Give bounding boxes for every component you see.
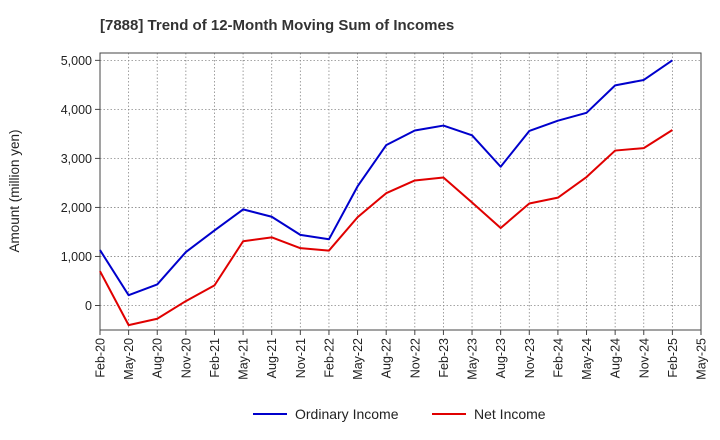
gridlines — [100, 53, 701, 330]
x-tick-label: May-24 — [580, 338, 594, 380]
x-tick-label: Nov-22 — [408, 338, 422, 378]
y-tick-label: 5,000 — [61, 54, 92, 68]
x-tick-label: May-20 — [122, 338, 136, 380]
x-tick-label: Nov-23 — [523, 338, 537, 378]
x-tick-label: Feb-25 — [666, 338, 680, 378]
y-tick-label: 3,000 — [61, 152, 92, 166]
x-tick-label: Aug-20 — [151, 338, 165, 378]
x-tick-label: Aug-21 — [265, 338, 279, 378]
legend-label: Ordinary Income — [295, 406, 399, 422]
legend: Ordinary Income Net Income — [253, 406, 546, 422]
y-axis-ticks: 0 1,000 2,000 3,000 4,000 5,000 — [61, 54, 100, 313]
y-tick-label: 2,000 — [61, 201, 92, 215]
x-tick-label: Aug-22 — [380, 338, 394, 378]
x-tick-label: May-25 — [695, 338, 709, 380]
x-tick-label: Aug-24 — [609, 338, 623, 378]
x-tick-label: Nov-21 — [294, 338, 308, 378]
x-tick-label: Feb-22 — [322, 338, 336, 378]
chart-title: [7888] Trend of 12-Month Moving Sum of I… — [100, 17, 454, 34]
y-axis-label: Amount (million yen) — [7, 129, 22, 252]
x-tick-label: Aug-23 — [494, 338, 508, 378]
x-axis-ticks: Feb-20 May-20 Aug-20 Nov-20 Feb-21 May-21 Aug-… — [94, 330, 709, 380]
x-tick-label: Nov-20 — [179, 338, 193, 378]
plot-area — [100, 53, 701, 330]
y-tick-label: 1,000 — [61, 250, 92, 264]
x-tick-label: May-22 — [351, 338, 365, 380]
x-tick-label: May-21 — [237, 338, 251, 380]
series-lines — [99, 59, 673, 327]
x-tick-label: Feb-21 — [208, 338, 222, 378]
plot-frame — [99, 52, 702, 331]
x-tick-label: Feb-23 — [437, 338, 451, 378]
x-tick-label: Nov-24 — [637, 338, 651, 378]
x-tick-label: Feb-20 — [94, 338, 108, 378]
y-tick-label: 4,000 — [61, 103, 92, 117]
legend-label: Net Income — [474, 406, 546, 422]
x-tick-label: May-23 — [466, 338, 480, 380]
x-tick-label: Feb-24 — [551, 338, 565, 378]
y-tick-label: 0 — [85, 299, 92, 313]
